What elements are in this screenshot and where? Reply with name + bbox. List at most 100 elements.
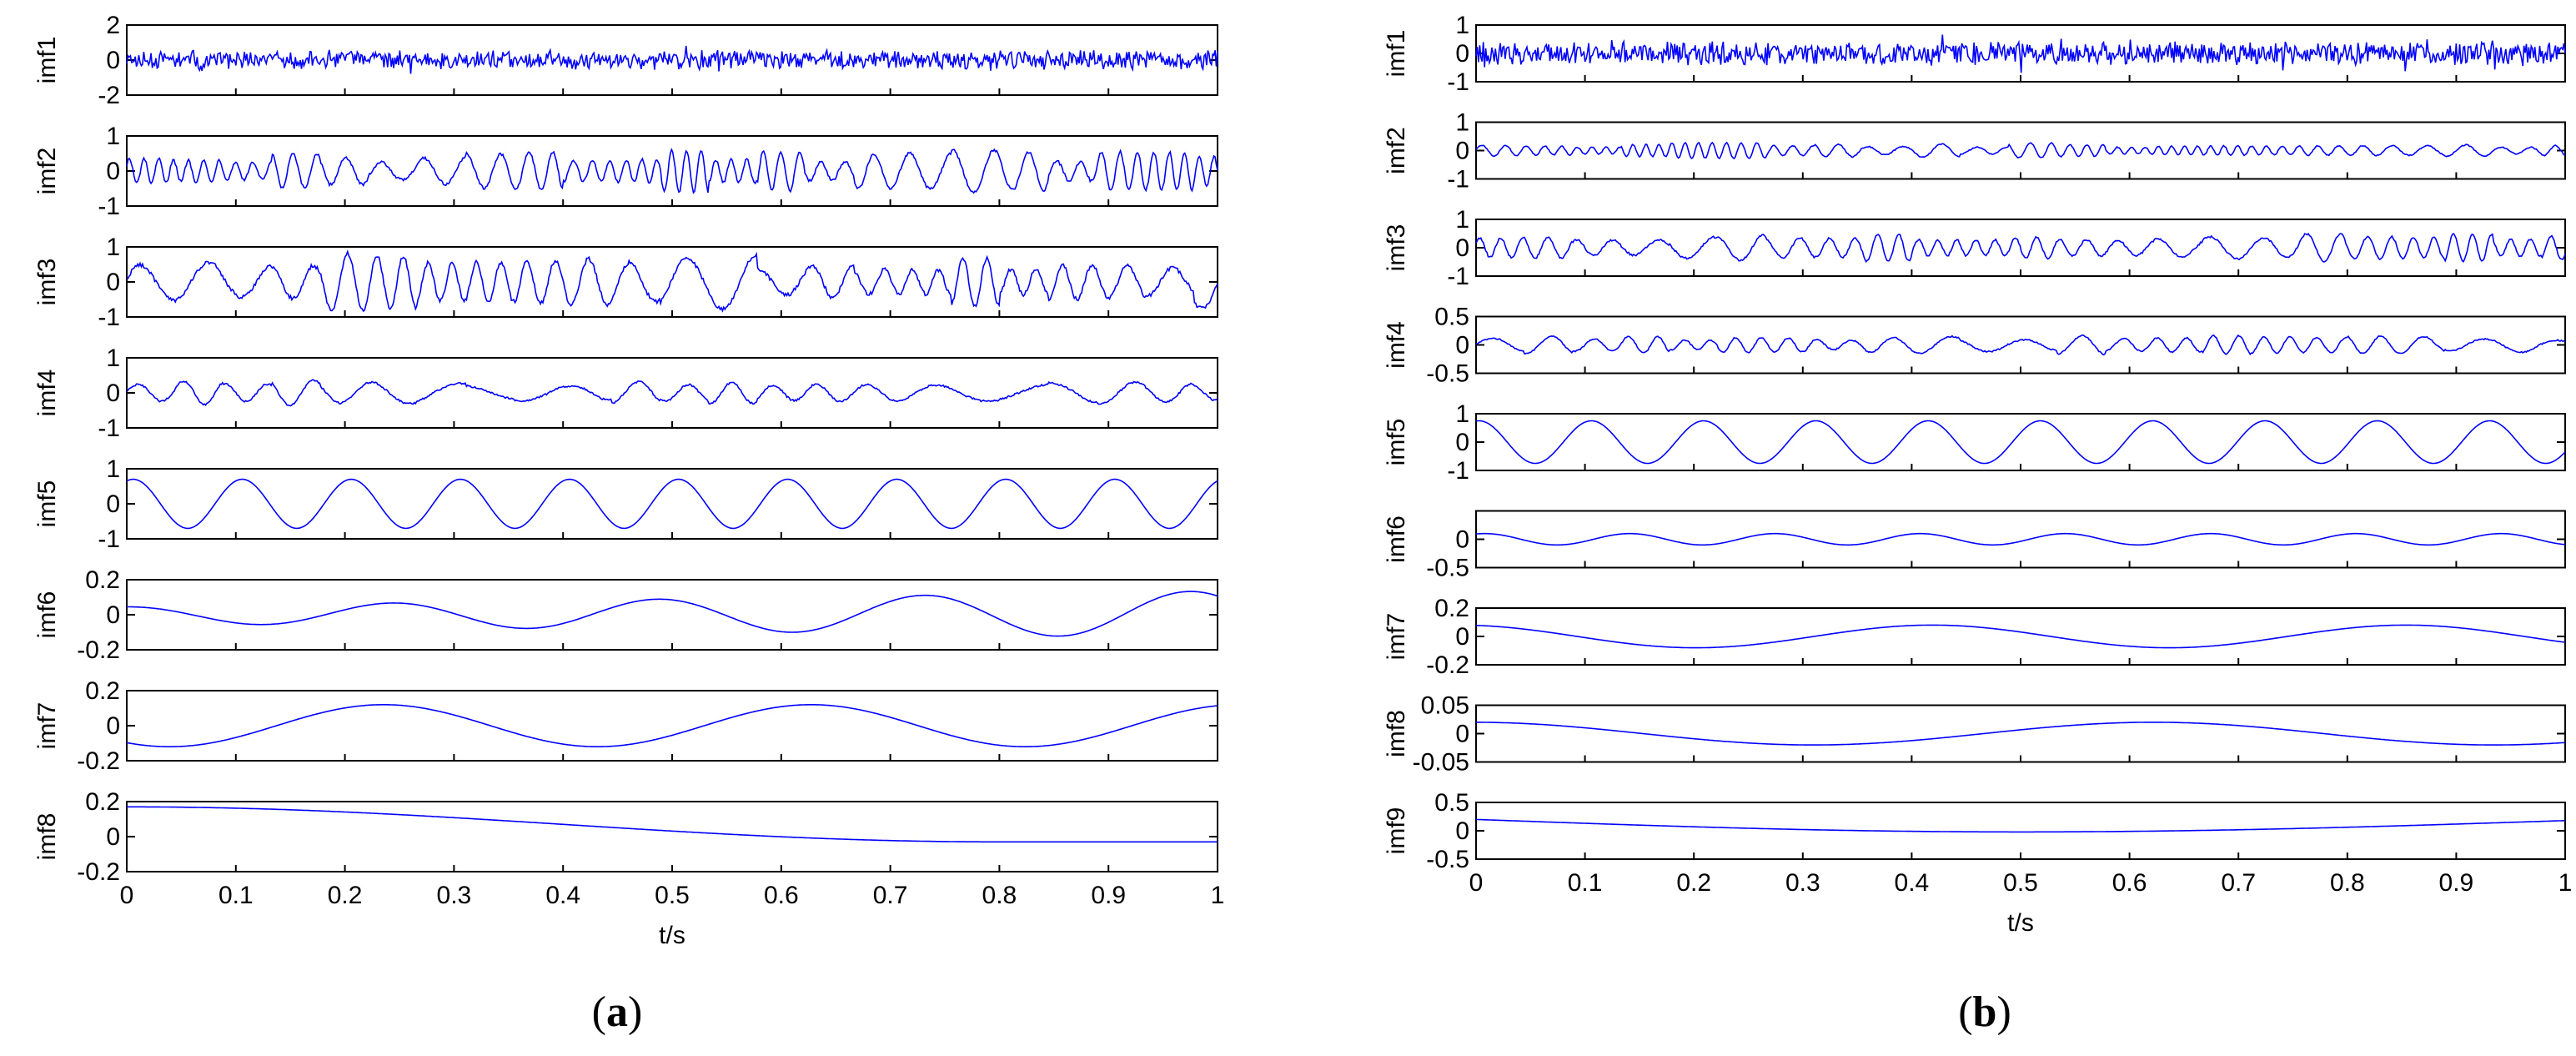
series-line-imf6 <box>1475 532 2566 546</box>
plot-frame <box>126 801 1218 872</box>
ylabel-imf8: imf8 <box>33 813 61 861</box>
subplot-imf4: imf4 1 0 -1 <box>33 344 1218 442</box>
subplot-imf6: imf6 0.2 0 -0.2 <box>33 566 1218 664</box>
xtick-label: 0.6 <box>2112 869 2147 897</box>
series-line-imf4 <box>126 379 1218 407</box>
ytick-label: 1 <box>106 344 120 372</box>
ytick-label: 0 <box>106 601 120 629</box>
series-line-imf3 <box>1475 232 2566 264</box>
ytick-label: -1 <box>1447 166 1469 194</box>
panel-b: imf110-1imf210-1imf310-1imf40.50-0.5imf5… <box>1383 12 2572 937</box>
plot-frame <box>1475 607 2566 666</box>
ytick-label: 0 <box>106 269 120 296</box>
caption-b: (b) <box>1958 988 2011 1036</box>
series-line-imf2 <box>126 148 1218 194</box>
series-line-imf4 <box>1475 334 2566 356</box>
plot-frame <box>1475 121 2566 180</box>
xtick-label: 0.3 <box>1785 869 1820 897</box>
subplot-imf8: imf8 0.050-0.05 <box>1383 692 2566 777</box>
plot-frame <box>126 246 1218 318</box>
ytick-label: 0 <box>1455 721 1469 748</box>
ytick-label: 0.5 <box>1434 789 1469 817</box>
xtick-label: 0.4 <box>545 882 580 909</box>
series-line-imf1 <box>1475 34 2566 73</box>
ytick-label: 1 <box>1455 12 1469 39</box>
ytick-label: 0.2 <box>85 677 120 705</box>
subplot-imf8: imf8 0.2 0 -0.2 <box>33 788 1218 886</box>
xtick-label: 1 <box>2558 869 2573 897</box>
ytick-label: 1 <box>1455 206 1469 234</box>
xtick-label: 0.9 <box>2439 869 2474 897</box>
ytick-label: 1 <box>106 455 120 483</box>
ylabel-imf2: imf2 <box>1383 127 1410 174</box>
ylabel-imf1: imf1 <box>33 37 61 84</box>
plot-frame <box>126 690 1218 762</box>
plot-frame <box>126 357 1218 429</box>
xtick-label: 0.8 <box>982 882 1017 909</box>
xtick-label: 0.7 <box>2221 869 2256 897</box>
xtick-label: 0.5 <box>655 882 690 909</box>
subplot-imf1: imf1 10-1 <box>1383 12 2566 96</box>
xtick-label: 0.5 <box>2003 869 2038 897</box>
xtick-label: 1 <box>1211 882 1225 909</box>
xlabel: t/s <box>659 922 685 949</box>
series-line-imf7 <box>126 704 1218 747</box>
caption-a: (a) <box>592 988 643 1036</box>
ylabel-imf7: imf7 <box>33 702 61 750</box>
ytick-label: -0.2 <box>77 858 120 886</box>
ytick-label: -1 <box>98 525 120 553</box>
ytick-label: -1 <box>1447 68 1469 96</box>
ytick-label: -0.5 <box>1426 360 1469 388</box>
subplot-imf7: imf7 0.2 0 -0.2 <box>33 677 1218 775</box>
ytick-label: 0.5 <box>1434 304 1469 331</box>
ylabel-imf8: imf8 <box>1383 710 1410 757</box>
xtick-label: 0.1 <box>1568 869 1603 897</box>
ytick-label: 0.2 <box>1434 595 1469 622</box>
ylabel-imf3: imf3 <box>1383 224 1410 272</box>
series-line-imf3 <box>126 249 1218 313</box>
xtick-label: 0 <box>120 882 134 909</box>
plot-frame <box>1475 413 2566 471</box>
plot-frame <box>1475 315 2566 375</box>
ytick-label: -1 <box>98 415 120 442</box>
ytick-label: 0 <box>1455 817 1469 845</box>
ytick-label: 0.05 <box>1421 692 1469 720</box>
ytick-label: 1 <box>1455 400 1469 428</box>
xtick-label: 0 <box>1469 869 1484 897</box>
ytick-label: -2 <box>98 82 120 109</box>
ytick-label: 0 <box>1455 138 1469 165</box>
ytick-label: 0 <box>106 490 120 518</box>
ytick-label: 0 <box>106 158 120 185</box>
xtick-label: 0.3 <box>437 882 472 909</box>
ytick-label: 0.2 <box>85 566 120 594</box>
ytick-label: -0.2 <box>77 747 120 775</box>
subplot-imf2: imf2 10-1 <box>1383 109 2566 194</box>
series-line-imf6 <box>126 591 1218 637</box>
ytick-label: 0 <box>1455 429 1469 456</box>
subplot-imf9: imf9 0.50-0.5 <box>1383 789 2566 873</box>
ytick-label: 1 <box>106 234 120 261</box>
ytick-label: -0.2 <box>1426 651 1469 679</box>
ylabel-imf4: imf4 <box>33 370 61 417</box>
ytick-label: 0 <box>106 712 120 740</box>
ytick-label: -1 <box>98 193 120 220</box>
xtick-label: 0.1 <box>218 882 254 909</box>
plot-frame <box>126 579 1218 651</box>
ylabel-imf9: imf9 <box>1383 807 1410 855</box>
series-line-imf8 <box>127 806 1218 843</box>
series-line-imf1 <box>126 45 1218 74</box>
ylabel-imf2: imf2 <box>33 148 61 195</box>
subplot-imf3: imf3 10-1 <box>1383 206 2566 290</box>
plot-frame <box>1475 510 2566 569</box>
series-line-imf9 <box>1475 818 2565 833</box>
xlabel: t/s <box>2007 909 2034 937</box>
xtick-label: 0.2 <box>1676 869 1711 897</box>
series-line-imf8 <box>1476 722 2566 746</box>
xtick-label: 0.4 <box>1895 869 1930 897</box>
plot-frame <box>1475 802 2566 860</box>
ytick-label: -0.05 <box>1413 749 1469 777</box>
ytick-label: -1 <box>98 304 120 331</box>
ytick-label: 0.2 <box>85 788 120 816</box>
ytick-label: 0 <box>106 380 120 407</box>
